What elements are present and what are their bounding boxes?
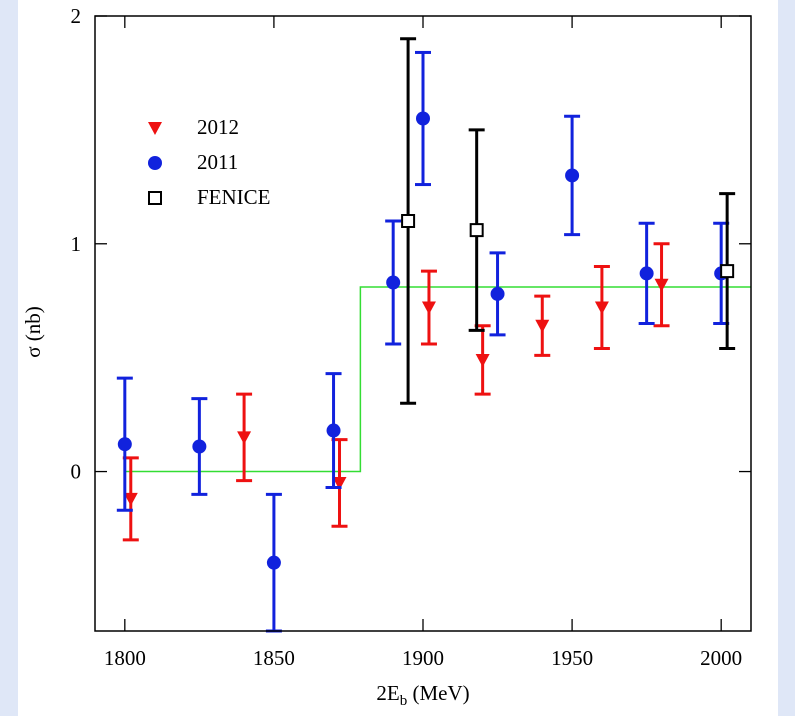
data-point <box>535 319 550 333</box>
data-point <box>386 275 401 290</box>
data-point <box>421 301 436 315</box>
x-label-unit: (MeV) <box>407 681 469 705</box>
x-label-main: 2E <box>376 681 399 705</box>
plot-frame <box>94 15 752 632</box>
data-point <box>117 437 132 452</box>
legend-label: 2011 <box>197 150 238 174</box>
data-point <box>654 278 669 292</box>
y-axis-label: σ (nb) <box>21 306 45 358</box>
data-point <box>326 423 341 438</box>
data-point <box>192 439 207 454</box>
y-tick-label: 1 <box>71 232 82 256</box>
data-point <box>490 286 505 301</box>
data-point <box>639 266 654 281</box>
legend-marker <box>148 191 162 205</box>
data-point <box>720 264 735 279</box>
x-label-sub: b <box>400 693 408 709</box>
data-point <box>416 111 430 126</box>
data-point <box>332 476 347 490</box>
legend-label: FENICE <box>197 185 271 209</box>
x-tick-label: 1800 <box>104 646 146 670</box>
x-axis-label: 2Eb (MeV) <box>376 681 469 709</box>
x-tick-label: 1900 <box>402 646 444 670</box>
x-tick-label: 1850 <box>253 646 295 670</box>
y-tick-label: 0 <box>71 460 82 484</box>
data-point <box>266 555 281 570</box>
data-point <box>237 431 252 445</box>
data-point <box>475 353 490 367</box>
chart-background <box>18 0 778 716</box>
data-point <box>469 223 484 238</box>
data-point <box>565 168 580 183</box>
data-point <box>401 214 416 228</box>
legend-marker <box>148 156 162 170</box>
legend-label: 2012 <box>197 115 239 139</box>
data-point <box>123 492 138 506</box>
data-point <box>594 301 609 315</box>
y-tick-label: 2 <box>71 4 82 28</box>
x-tick-label: 2000 <box>700 646 742 670</box>
x-tick-label: 1950 <box>551 646 593 670</box>
legend-marker <box>148 122 162 135</box>
